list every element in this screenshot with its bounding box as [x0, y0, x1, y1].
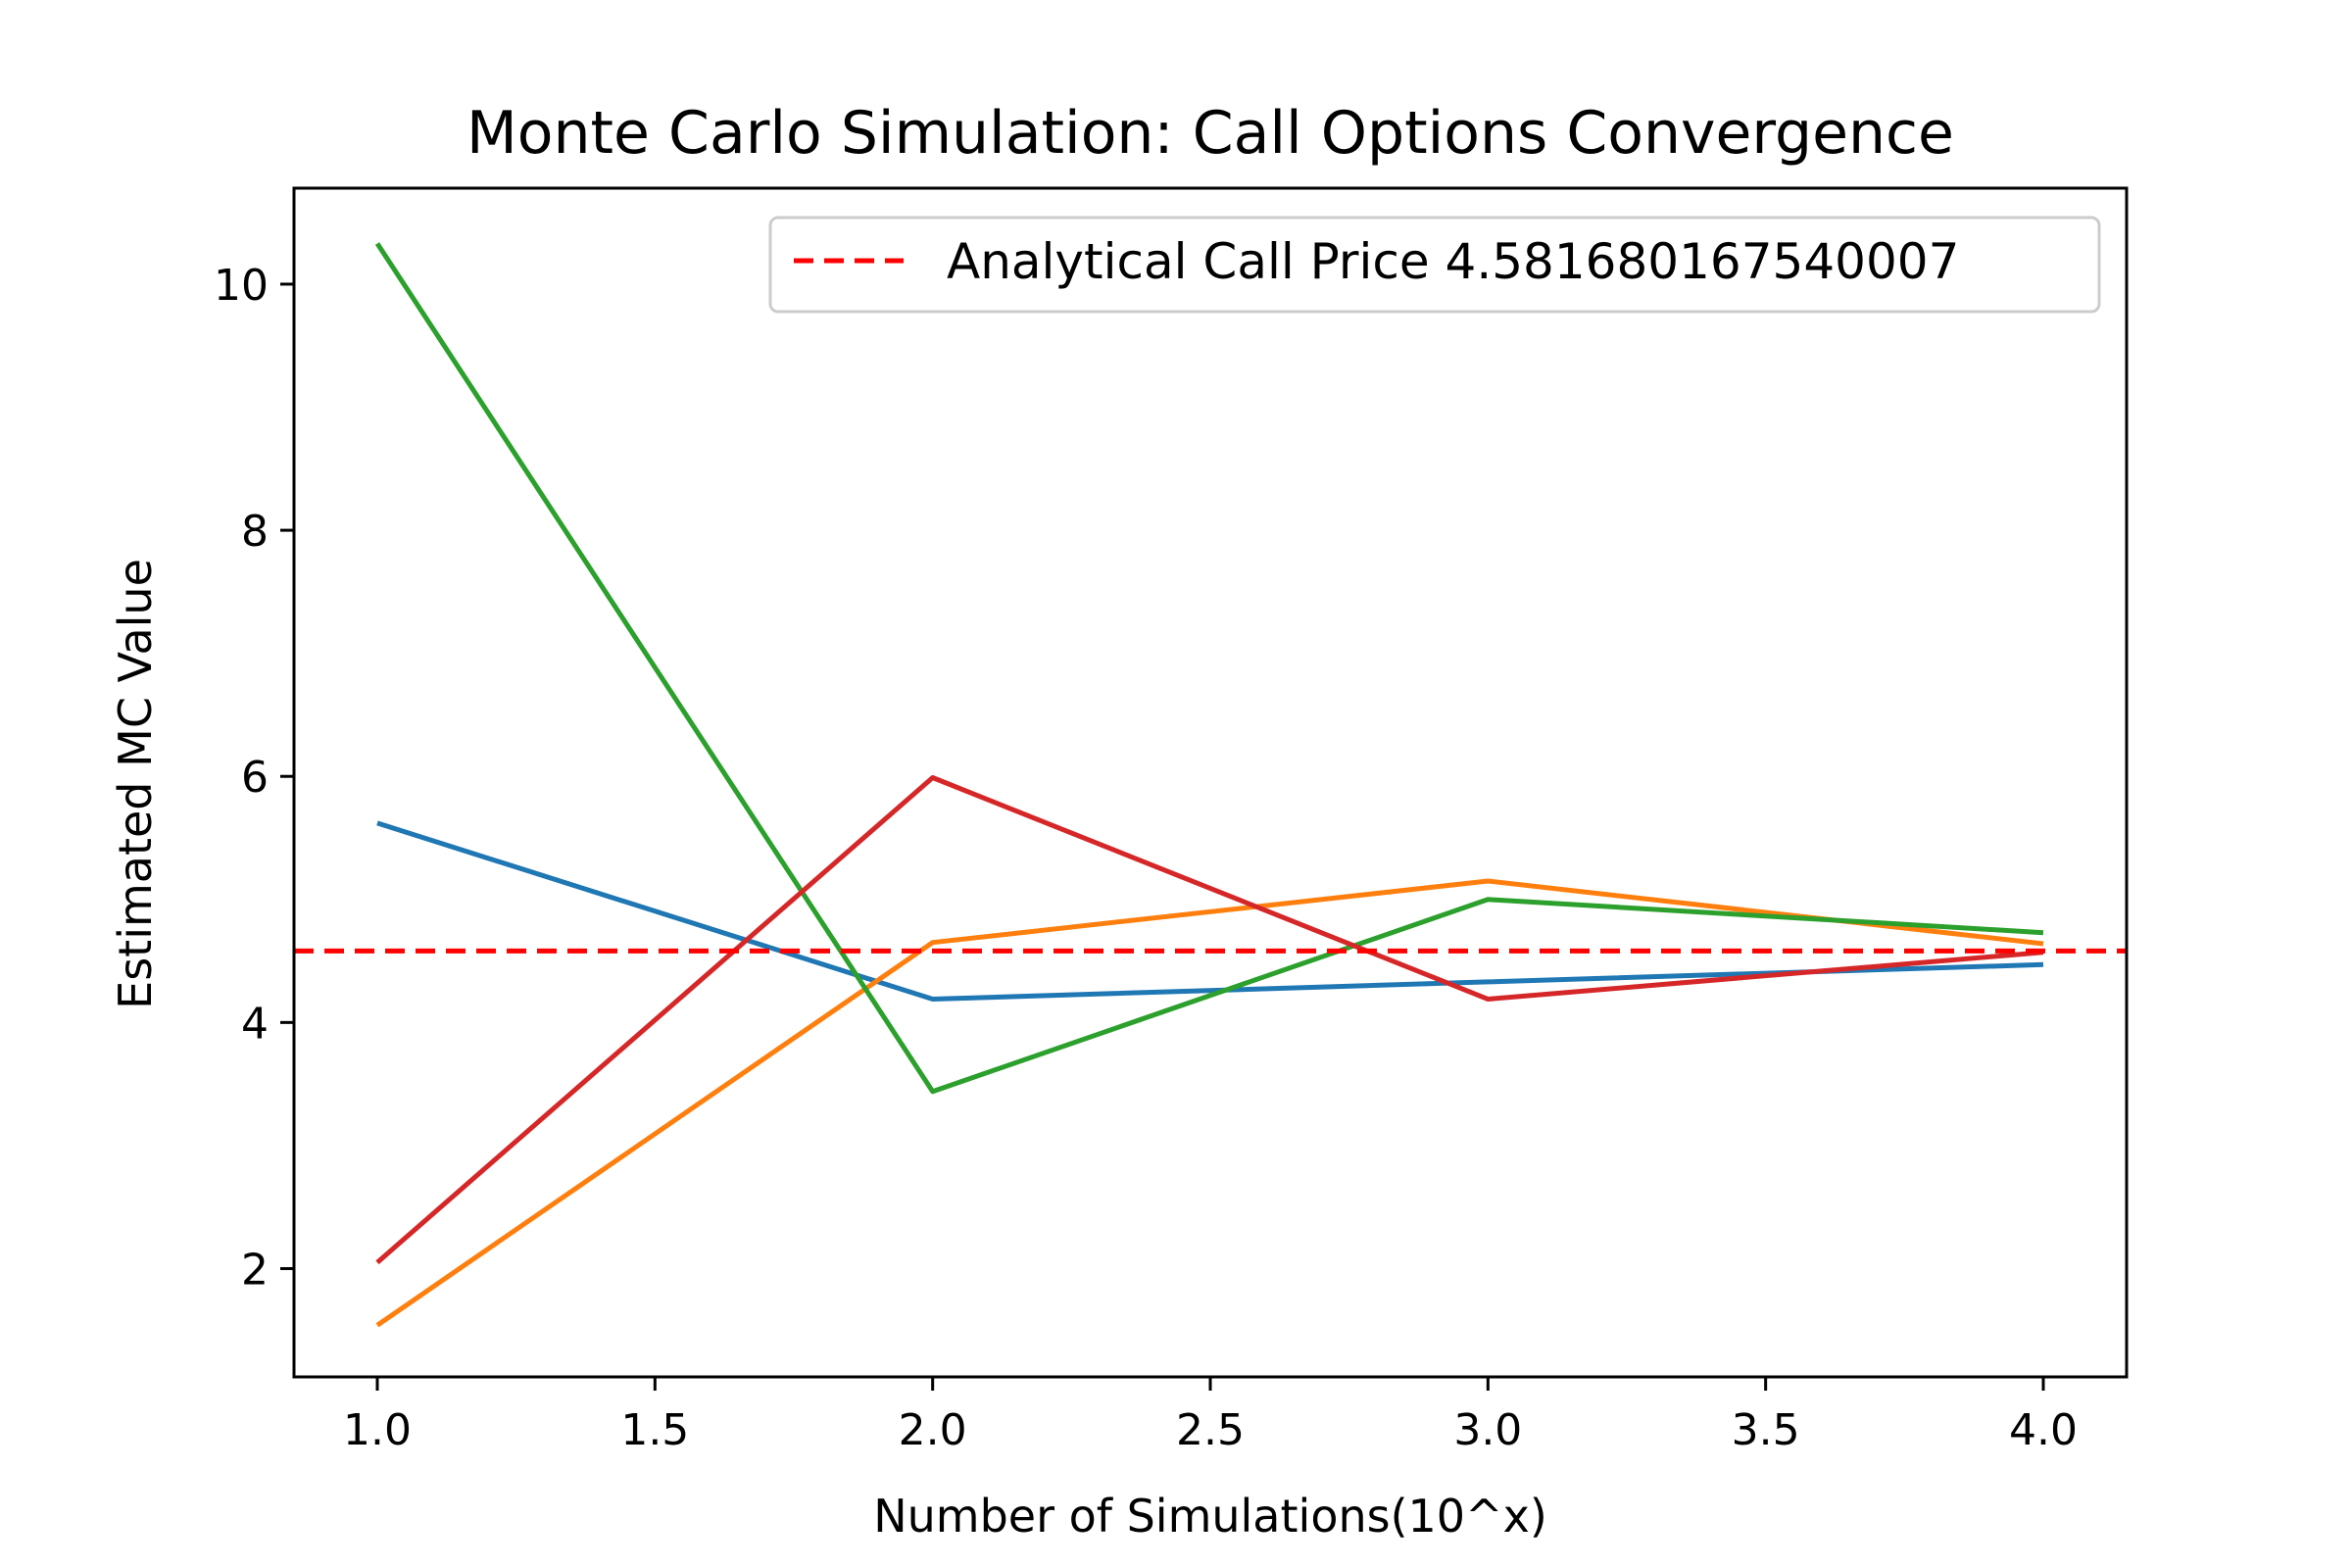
y-axis: 2 4 6 8 10 [214, 261, 294, 1295]
series-line-1 [376, 820, 2044, 1002]
chart-title: Monte Carlo Simulation: Call Options Con… [466, 99, 1954, 168]
plot-content [294, 242, 2127, 1328]
x-tick-label: 3.5 [1732, 1405, 1800, 1455]
legend-label-analytical-call-price: Analytical Call Price 4.581680167540007 [947, 233, 1959, 290]
plot-frame [292, 186, 2129, 1379]
y-tick-label: 10 [214, 261, 269, 311]
x-tick-label: 4.0 [2009, 1405, 2078, 1455]
series-line-4 [375, 775, 2044, 1265]
x-tick-label: 1.0 [343, 1405, 412, 1455]
y-tick-label: 2 [241, 1245, 269, 1295]
x-tick-label: 2.5 [1176, 1405, 1245, 1455]
series-line-2 [375, 878, 2044, 1328]
y-axis-label: Estimated MC Value [109, 559, 162, 1009]
y-tick-label: 4 [241, 999, 269, 1049]
x-tick-label: 3.0 [1453, 1405, 1522, 1455]
x-tick-label: 1.5 [620, 1405, 689, 1455]
series-line-3 [374, 242, 2044, 1095]
x-axis: 1.0 1.5 2.0 2.5 3.0 3.5 4.0 [343, 1377, 2078, 1455]
x-tick-label: 2.0 [899, 1405, 967, 1455]
legend: Analytical Call Price 4.581680167540007 [768, 216, 2101, 314]
x-axis-label: Number of Simulations(10^x) [873, 1490, 1547, 1543]
y-tick-label: 8 [241, 507, 269, 557]
legend-box [768, 216, 2101, 314]
y-tick-label: 6 [241, 753, 269, 803]
